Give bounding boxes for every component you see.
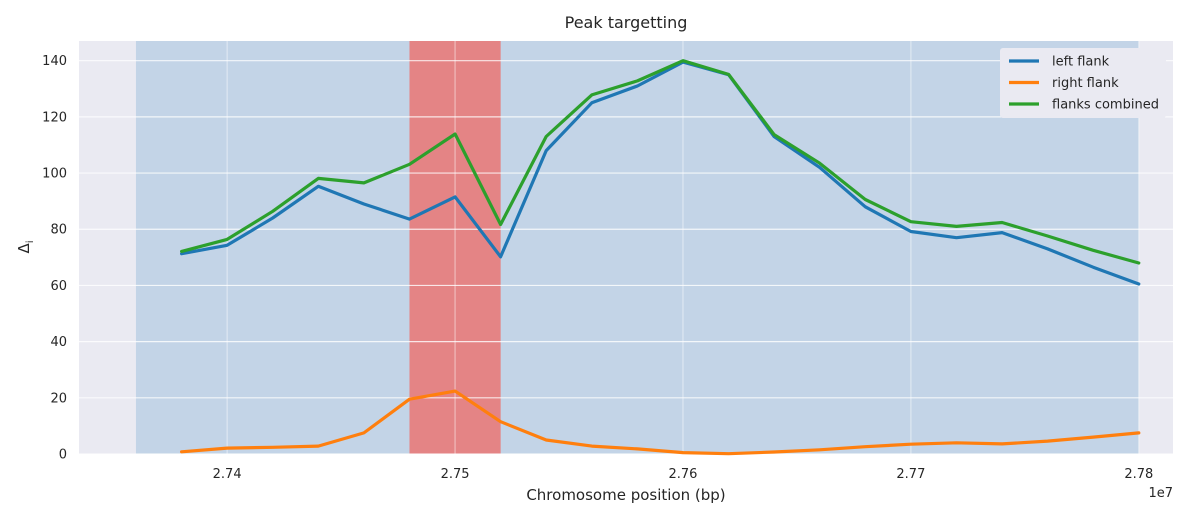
y-tick-label-6: 120	[42, 110, 67, 125]
series-line-right-flank	[180, 389, 1141, 456]
x-axis-offset-text: 1e7	[1148, 486, 1173, 501]
y-tick-label-4: 80	[50, 223, 67, 238]
legend: left flank right flank flanks combined	[1000, 48, 1166, 118]
legend-frame	[1000, 48, 1166, 118]
series-lines	[180, 59, 1141, 456]
x-tick-label-3: 2.77	[896, 467, 925, 482]
y-tick-label-5: 100	[42, 167, 67, 182]
y-tick-label-7: 140	[42, 54, 67, 69]
x-tick-label-4: 2.78	[1124, 467, 1153, 482]
series-line-flanks-combined	[180, 59, 1141, 265]
y-tick-label-2: 40	[50, 335, 67, 350]
x-tick-label-2: 2.76	[669, 467, 698, 482]
y-axis-label: Δi	[15, 240, 36, 253]
y-axis-label-subscript: i	[25, 240, 36, 243]
legend-label-right-flank: right flank	[1052, 76, 1119, 91]
shaded-region-0	[135, 41, 1139, 454]
series-line-left-flank	[180, 60, 1141, 286]
chart-title: Peak targetting	[565, 13, 688, 32]
y-axis-ticks: 0 20 40 60 80 100 120 140	[42, 54, 67, 462]
x-axis-label: Chromosome position (bp)	[526, 486, 725, 504]
x-tick-label-1: 2.75	[441, 467, 470, 482]
y-axis-label-main: Δ	[15, 243, 33, 254]
x-tick-label-0: 2.74	[213, 467, 242, 482]
legend-label-left-flank: left flank	[1052, 55, 1110, 70]
legend-label-flanks-combined: flanks combined	[1052, 98, 1159, 113]
y-tick-label-3: 60	[50, 279, 67, 294]
shaded-region-1	[409, 41, 501, 454]
y-tick-label-0: 0	[59, 448, 67, 463]
y-tick-label-1: 20	[50, 391, 67, 406]
shaded-regions	[135, 41, 1139, 454]
x-axis-ticks: 2.74 2.75 2.76 2.77 2.78	[213, 467, 1154, 482]
